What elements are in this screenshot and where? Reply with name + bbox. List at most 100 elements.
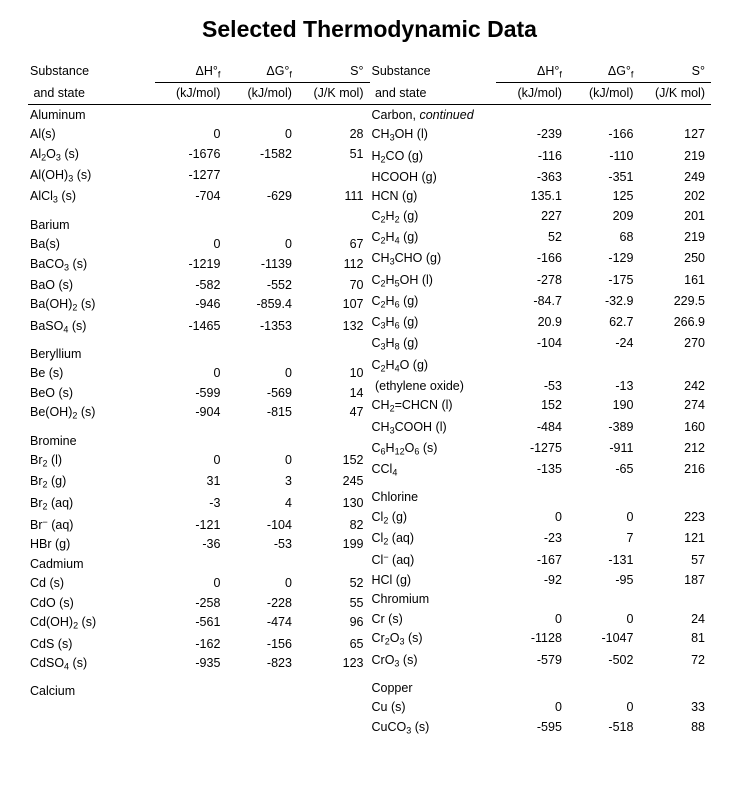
dg-value: -552 <box>226 275 298 295</box>
table-row: BaO (s)-582-55270 <box>28 275 370 295</box>
table-row: C3H6 (g)20.962.7266.9 <box>370 313 712 334</box>
dg-value: 62.7 <box>568 313 640 334</box>
dg-value: 68 <box>568 228 640 249</box>
table-row: (ethylene oxide)-53-13242 <box>370 376 712 396</box>
table-row: C2H6 (g)-84.7-32.9229.5 <box>370 291 712 312</box>
category-label: Copper <box>370 678 497 698</box>
substance-name: Ba(OH)2 (s) <box>28 295 155 316</box>
s-value: 47 <box>298 403 370 424</box>
substance-name: CCl4 <box>370 460 497 481</box>
s-value: 266.9 <box>639 313 711 334</box>
table-row: Cl− (aq)-167-13157 <box>370 550 712 571</box>
dh-value: -258 <box>155 593 227 613</box>
s-value: 160 <box>639 417 711 438</box>
substance-name: Br2 (l) <box>28 451 155 472</box>
dh-value: -595 <box>496 717 568 738</box>
table-row: CCl4-135-65216 <box>370 460 712 481</box>
table-row: Cu (s)0033 <box>370 698 712 718</box>
hdr-substance-2: and state <box>28 83 155 105</box>
s-value: 201 <box>639 206 711 227</box>
s-value: 270 <box>639 334 711 355</box>
s-value: 70 <box>298 275 370 295</box>
dh-value: 0 <box>155 235 227 255</box>
substance-name: Al2O3 (s) <box>28 144 155 165</box>
dg-value: -911 <box>568 438 640 459</box>
table-row: AlCl3 (s)-704-629111 <box>28 187 370 208</box>
table-row: Barium <box>28 215 370 235</box>
dh-value: -104 <box>496 334 568 355</box>
s-value: 127 <box>639 125 711 146</box>
s-value: 249 <box>639 167 711 187</box>
table-row: Cd (s)0052 <box>28 574 370 594</box>
dg-value: -502 <box>568 650 640 671</box>
thermo-table-right: Substance ΔH°f ΔG°f S° and state (kJ/mol… <box>370 61 712 739</box>
dh-value: -579 <box>496 650 568 671</box>
s-value: 72 <box>639 650 711 671</box>
dg-value: 0 <box>226 451 298 472</box>
s-value: 111 <box>298 187 370 208</box>
dh-value: -1277 <box>155 166 227 187</box>
hdr-s-1: S° <box>639 61 711 83</box>
dg-value: -1047 <box>568 629 640 650</box>
dh-value <box>496 355 568 376</box>
table-row: Bromine <box>28 431 370 451</box>
category-label: Chromium <box>370 590 497 610</box>
table-row: HCOOH (g)-363-351249 <box>370 167 712 187</box>
s-value <box>298 166 370 187</box>
s-value: 52 <box>298 574 370 594</box>
substance-name: C2H4 (g) <box>370 228 497 249</box>
dg-value: -228 <box>226 593 298 613</box>
substance-name: Br− (aq) <box>28 514 155 535</box>
table-row: CH3OH (l)-239-166127 <box>370 125 712 146</box>
dg-value: -24 <box>568 334 640 355</box>
substance-name: Be (s) <box>28 364 155 384</box>
table-row: C6H12O6 (s)-1275-911212 <box>370 438 712 459</box>
s-value: 57 <box>639 550 711 571</box>
s-value: 65 <box>298 634 370 654</box>
dh-value: -904 <box>155 403 227 424</box>
category-label: Carbon, continued <box>370 105 497 125</box>
dg-value: -629 <box>226 187 298 208</box>
dg-value: -110 <box>568 146 640 167</box>
dh-value: 31 <box>155 472 227 493</box>
s-value: 219 <box>639 228 711 249</box>
substance-name: Cd(OH)2 (s) <box>28 613 155 634</box>
dh-value: -1128 <box>496 629 568 650</box>
substance-name: BaSO4 (s) <box>28 316 155 337</box>
substance-name: CdSO4 (s) <box>28 654 155 675</box>
substance-name: BaO (s) <box>28 275 155 295</box>
table-row: C3H8 (g)-104-24270 <box>370 334 712 355</box>
hdr-dh-1: ΔH°f <box>155 61 227 83</box>
dg-value: 0 <box>568 609 640 629</box>
s-value: 250 <box>639 249 711 270</box>
s-value: 55 <box>298 593 370 613</box>
dg-value: 0 <box>226 235 298 255</box>
table-row: Beryllium <box>28 344 370 364</box>
dg-value: -389 <box>568 417 640 438</box>
s-value: 216 <box>639 460 711 481</box>
table-row: HCl (g)-92-95187 <box>370 570 712 590</box>
dh-value: 0 <box>496 507 568 528</box>
table-row: Cadmium <box>28 554 370 574</box>
substance-name: CH3CHO (g) <box>370 249 497 270</box>
category-label: Barium <box>28 215 155 235</box>
dh-value: -1275 <box>496 438 568 459</box>
tbody-left: AluminumAl(s)0028Al2O3 (s)-1676-158251Al… <box>28 105 370 702</box>
dg-value: 0 <box>226 364 298 384</box>
category-label: Aluminum <box>28 105 155 125</box>
table-row <box>370 671 712 678</box>
dh-value: -3 <box>155 493 227 514</box>
substance-name: Cd (s) <box>28 574 155 594</box>
dh-value: -561 <box>155 613 227 634</box>
dh-value: -162 <box>155 634 227 654</box>
table-row: HBr (g)-36-53199 <box>28 535 370 555</box>
dg-value: 209 <box>568 206 640 227</box>
s-value: 96 <box>298 613 370 634</box>
substance-name: H2CO (g) <box>370 146 497 167</box>
hdr-substance-1: Substance <box>370 61 497 83</box>
dg-value <box>226 166 298 187</box>
dh-value: 20.9 <box>496 313 568 334</box>
s-value: 161 <box>639 270 711 291</box>
dg-value: -1139 <box>226 254 298 275</box>
dg-value: -351 <box>568 167 640 187</box>
